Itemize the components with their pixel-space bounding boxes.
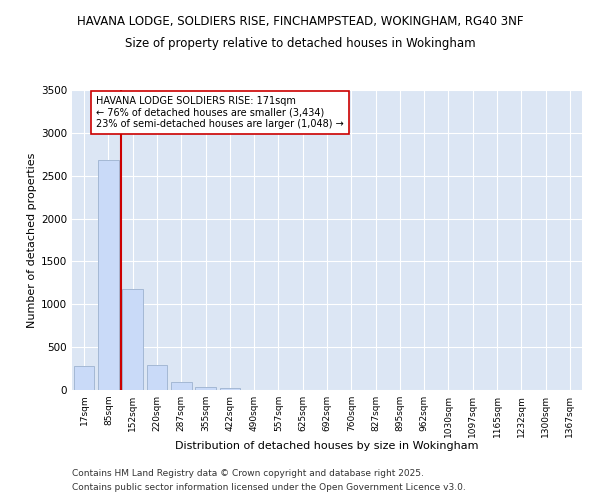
Bar xyxy=(74,366,94,390)
Bar xyxy=(220,388,240,390)
Bar xyxy=(171,382,191,390)
Bar xyxy=(146,364,167,390)
Text: HAVANA LODGE SOLDIERS RISE: 171sqm
← 76% of detached houses are smaller (3,434)
: HAVANA LODGE SOLDIERS RISE: 171sqm ← 76%… xyxy=(96,96,344,129)
Text: Contains HM Land Registry data © Crown copyright and database right 2025.: Contains HM Land Registry data © Crown c… xyxy=(72,468,424,477)
Text: Size of property relative to detached houses in Wokingham: Size of property relative to detached ho… xyxy=(125,38,475,51)
Text: Contains public sector information licensed under the Open Government Licence v3: Contains public sector information licen… xyxy=(72,484,466,492)
Text: HAVANA LODGE, SOLDIERS RISE, FINCHAMPSTEAD, WOKINGHAM, RG40 3NF: HAVANA LODGE, SOLDIERS RISE, FINCHAMPSTE… xyxy=(77,15,523,28)
Bar xyxy=(122,289,143,390)
Bar xyxy=(98,160,119,390)
Y-axis label: Number of detached properties: Number of detached properties xyxy=(27,152,37,328)
Bar xyxy=(195,387,216,390)
X-axis label: Distribution of detached houses by size in Wokingham: Distribution of detached houses by size … xyxy=(175,441,479,451)
